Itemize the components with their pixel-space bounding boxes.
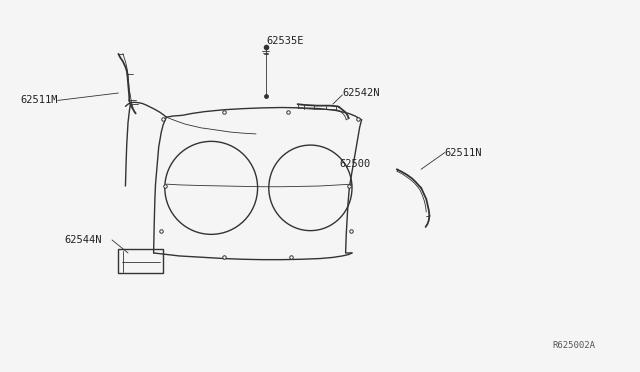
Text: 62535E: 62535E: [266, 36, 303, 46]
Text: 62500: 62500: [339, 159, 371, 169]
Text: 62511N: 62511N: [445, 148, 483, 157]
Text: R625002A: R625002A: [552, 341, 595, 350]
Text: 62542N: 62542N: [342, 88, 380, 98]
Text: 62511M: 62511M: [20, 96, 58, 105]
Text: 62544N: 62544N: [64, 235, 102, 245]
